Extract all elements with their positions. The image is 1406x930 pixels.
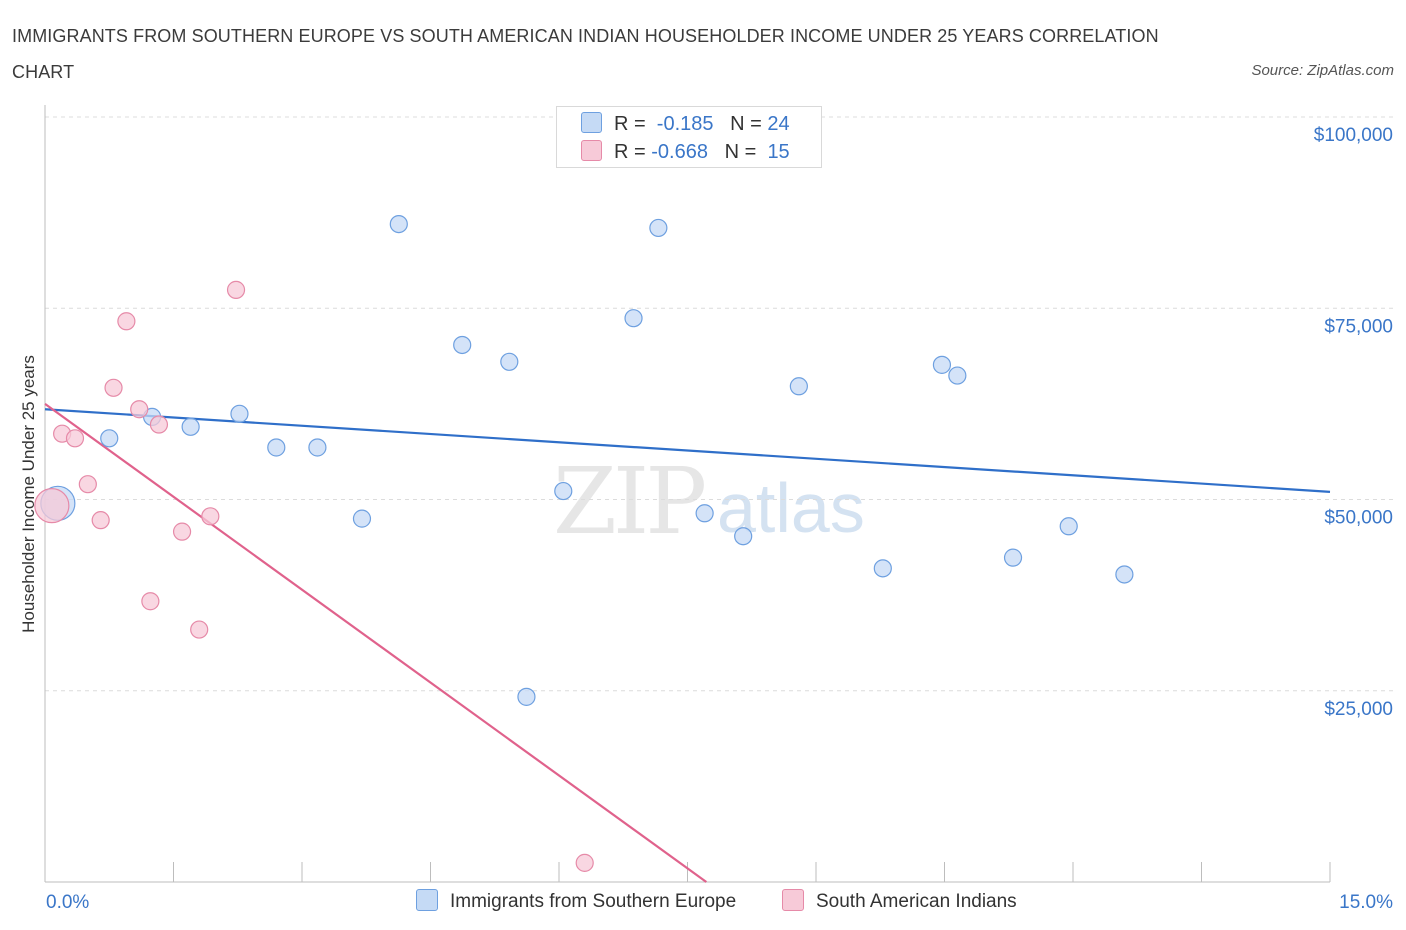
watermark-zip: ZIP: [553, 448, 707, 555]
trend-line-series1: [44, 402, 707, 883]
point-series0-19: [932, 355, 952, 374]
legend-label-southern-europe: Immigrants from Southern Europe: [450, 891, 737, 912]
y-axis-label: Householder Income Under 25 years: [19, 355, 38, 633]
point-series0-15: [695, 504, 714, 523]
point-series1-0: [34, 488, 70, 524]
point-series0-13: [624, 309, 643, 328]
point-series0-22: [1059, 517, 1078, 536]
trend-line-series0: [44, 408, 1331, 493]
y-tick-label-1: $50,000: [1324, 508, 1393, 529]
point-series0-7: [352, 509, 372, 528]
n-value-southern-europe: 24: [767, 113, 790, 135]
point-series0-21: [1003, 548, 1023, 567]
point-series1-12: [201, 507, 220, 526]
point-series1-6: [117, 312, 136, 331]
y-tick-label-2: $75,000: [1324, 316, 1393, 337]
point-series0-12: [554, 481, 573, 501]
grid-lines: [45, 116, 1393, 692]
point-series1-4: [91, 511, 110, 530]
point-series1-8: [141, 592, 160, 611]
stats-legend: R = -0.185 N = 24 R = -0.668 N = 15: [556, 106, 822, 168]
point-series0-10: [500, 352, 519, 371]
point-series1-13: [226, 280, 246, 299]
point-series0-16: [734, 527, 753, 546]
point-series0-6: [308, 438, 327, 457]
n-value-south-american-indians: 15: [767, 141, 790, 163]
legend-item-south-american-indians[interactable]: South American Indians: [782, 889, 1017, 913]
point-series0-14: [649, 218, 668, 238]
point-series1-14: [575, 853, 594, 872]
point-series0-9: [453, 335, 472, 355]
point-series0-18: [873, 559, 892, 578]
x-tick-label-max: 15.0%: [1339, 892, 1393, 913]
point-series1-7: [130, 400, 149, 419]
trend-lines: [44, 402, 1331, 883]
point-series0-20: [948, 366, 967, 385]
point-series0-23: [1115, 565, 1134, 584]
chart-title: IMMIGRANTS FROM SOUTHERN EUROPE VS SOUTH…: [12, 26, 1159, 82]
legend-label-south-american-indians: South American Indians: [816, 891, 1017, 912]
point-series0-5: [267, 438, 286, 457]
point-series1-10: [172, 522, 192, 541]
point-series1-3: [78, 475, 97, 494]
legend-swatch-southern-europe: [416, 889, 438, 911]
tick-labels: $25,000 $50,000 $75,000 $100,000 0.0% 15.0%: [46, 125, 1393, 913]
swatch-south-american-indians: [581, 140, 602, 161]
point-series1-9: [149, 415, 169, 434]
point-series0-3: [181, 417, 200, 436]
point-series1-5: [104, 378, 123, 397]
point-series0-8: [389, 215, 408, 234]
swatch-southern-europe: [581, 112, 602, 133]
y-tick-label-3: $100,000: [1314, 125, 1393, 146]
axes: [44, 105, 1331, 883]
point-series1-2: [65, 429, 85, 448]
point-series0-11: [517, 687, 536, 706]
chart-source: Source: ZipAtlas.com: [1251, 62, 1394, 79]
r-value-southern-europe: -0.185: [656, 113, 714, 135]
stats-legend-row-southern-europe: R = -0.185 N = 24: [581, 112, 790, 138]
point-series0-4: [230, 404, 249, 423]
point-series0-17: [789, 377, 808, 396]
stats-legend-row-south-american-indians: R = -0.668 N = 15: [581, 140, 790, 166]
legend-swatch-south-american-indians: [782, 889, 804, 911]
y-tick-label-0: $25,000: [1324, 699, 1393, 720]
x-tick-label-min: 0.0%: [46, 892, 89, 913]
point-series1-11: [190, 620, 209, 639]
point-series0-1: [100, 429, 119, 448]
legend-item-southern-europe[interactable]: Immigrants from Southern Europe: [416, 889, 736, 913]
r-value-south-american-indians: -0.668: [651, 141, 708, 163]
data-points: [34, 215, 1134, 872]
